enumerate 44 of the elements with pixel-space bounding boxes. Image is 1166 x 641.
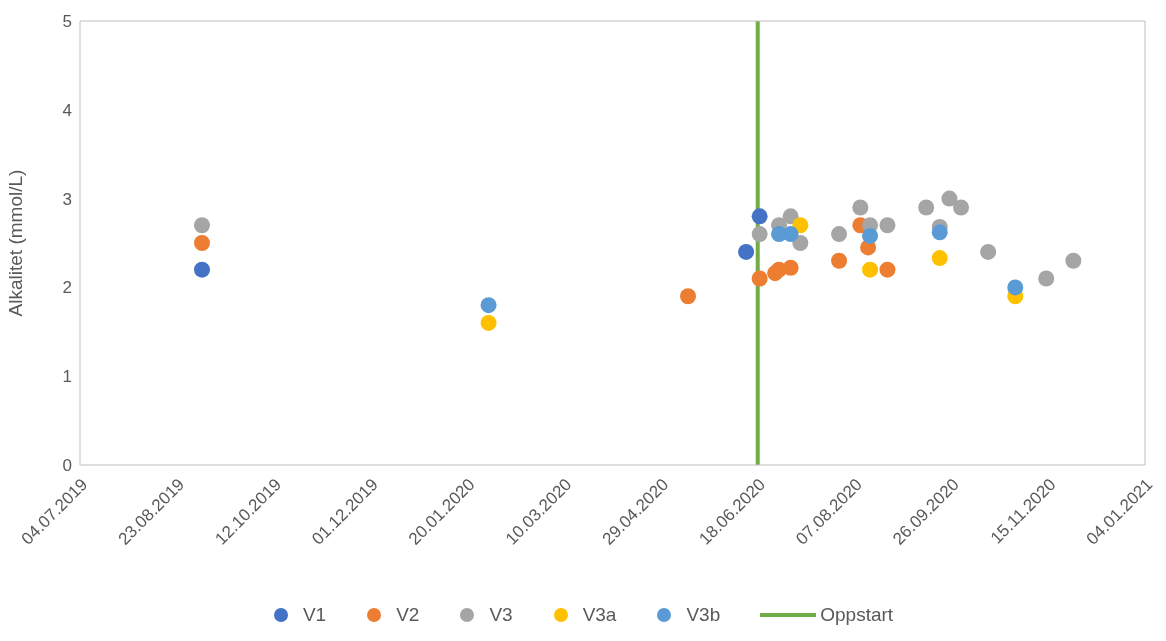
point <box>918 199 935 216</box>
point <box>831 226 848 243</box>
point <box>1065 252 1082 269</box>
point <box>751 226 768 243</box>
point <box>782 226 799 243</box>
point <box>480 297 497 314</box>
point <box>931 250 948 267</box>
y-tick-label: 1 <box>62 367 72 387</box>
y-tick-label: 5 <box>62 12 72 32</box>
point <box>879 217 896 234</box>
y-axis-title: Alkalitet (mmol/L) <box>4 169 26 317</box>
point <box>1038 270 1055 287</box>
legend-label: V3 <box>489 604 513 626</box>
point <box>862 227 879 244</box>
point <box>941 190 958 207</box>
point <box>738 243 755 260</box>
legend-label: V3a <box>582 604 617 626</box>
legend-label: V1 <box>302 604 327 626</box>
point <box>792 217 809 234</box>
legend-label: V2 <box>396 604 420 626</box>
point <box>751 208 768 225</box>
point <box>680 288 697 305</box>
point <box>862 261 879 278</box>
point <box>1007 279 1024 296</box>
point <box>480 314 497 331</box>
point <box>931 224 948 241</box>
point <box>831 252 848 269</box>
legend-label: V3b <box>686 604 721 626</box>
point <box>980 243 997 260</box>
point <box>193 217 210 234</box>
point <box>879 261 896 278</box>
point <box>782 259 799 276</box>
point <box>193 235 210 251</box>
point <box>193 261 210 278</box>
point <box>852 199 869 216</box>
y-tick-label: 4 <box>62 100 72 120</box>
point <box>792 235 809 251</box>
point <box>782 208 799 225</box>
point <box>751 270 768 287</box>
y-tick-label: 0 <box>62 456 72 476</box>
y-tick-label: 3 <box>62 189 72 209</box>
legend-label: Oppstart <box>820 604 894 626</box>
y-tick-label: 2 <box>62 278 72 298</box>
point <box>953 199 970 216</box>
